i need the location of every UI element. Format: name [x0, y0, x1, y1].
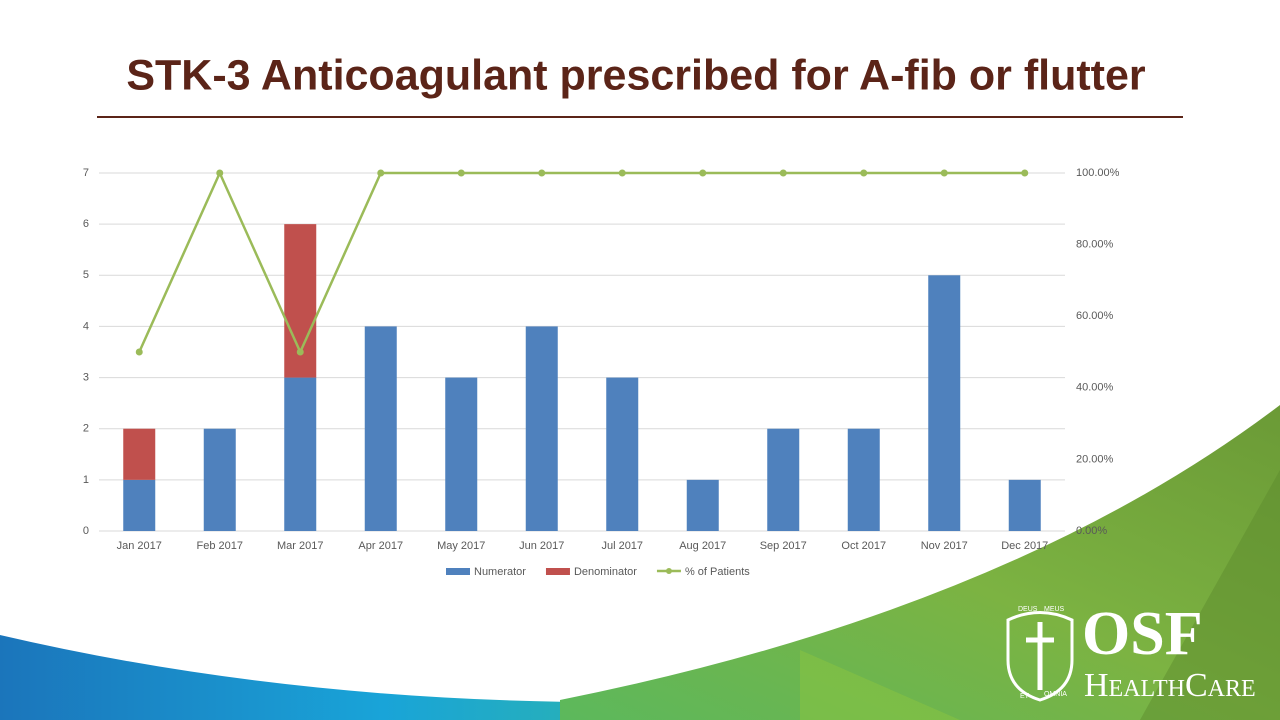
- y-tick-label: 3: [83, 371, 89, 383]
- legend-label: % of Patients: [685, 566, 750, 578]
- y2-tick-label: 60.00%: [1076, 310, 1114, 322]
- line-point: [699, 169, 707, 177]
- bar: [847, 428, 880, 531]
- x-tick-label: Dec 2017: [1001, 540, 1048, 552]
- line-point: [377, 169, 385, 177]
- x-tick-label: May 2017: [437, 540, 485, 552]
- y-tick-label: 1: [83, 474, 89, 486]
- decor-facet: [1140, 470, 1280, 720]
- x-tick-label: Nov 2017: [921, 540, 968, 552]
- x-tick-label: Sep 2017: [760, 540, 807, 552]
- y2-tick-label: 80.00%: [1076, 239, 1114, 251]
- line-point: [135, 348, 143, 356]
- line-point: [1021, 169, 1029, 177]
- bar: [767, 428, 800, 531]
- x-tick-label: Mar 2017: [277, 540, 323, 552]
- line-point: [618, 169, 626, 177]
- legend: Numerator Denominator % of Patients: [446, 566, 750, 578]
- logo-sub: HealthCare: [1084, 667, 1256, 704]
- line-point: [940, 169, 948, 177]
- line-point: [779, 169, 787, 177]
- bar: [686, 479, 719, 531]
- slide-title: STK-3 Anticoagulant prescribed for A-fib…: [126, 51, 1146, 99]
- bar: [123, 479, 156, 531]
- bar: [364, 326, 397, 531]
- bar: [445, 377, 478, 531]
- logo: DEUS MEUS ET OMNIA OSF HealthCare: [1006, 600, 1256, 704]
- plot: 0 1 2 3 4 5 6 7 0.00% 20.00% 40.00% 60.00% 80.00% 100…: [83, 167, 1120, 552]
- x-tick-label: Feb 2017: [197, 540, 243, 552]
- legend-swatch: [545, 568, 570, 575]
- bar: [928, 275, 961, 531]
- y2-tick-label: 40.00%: [1076, 382, 1114, 394]
- logo-motto: MEUS: [1044, 606, 1065, 613]
- x-tick-label: Jul 2017: [601, 540, 643, 552]
- y-tick-label: 7: [83, 167, 89, 179]
- x-tick-label: Jun 2017: [519, 540, 564, 552]
- line-point: [860, 169, 868, 177]
- decor-blue: [0, 635, 640, 720]
- x-tick-label: Aug 2017: [679, 540, 726, 552]
- logo-crest: [1006, 611, 1074, 702]
- logo-motto: OMNIA: [1044, 691, 1067, 698]
- logo-motto: DEUS: [1018, 606, 1038, 613]
- legend-swatch: [446, 568, 470, 575]
- y2-tick-label: 0.00%: [1076, 525, 1107, 537]
- bar: [1008, 479, 1041, 531]
- logo-cross: [1026, 622, 1054, 690]
- legend-swatch: [665, 568, 672, 574]
- bar: [284, 377, 317, 531]
- logo-name: OSF: [1082, 600, 1203, 668]
- y-tick-label: 4: [83, 320, 89, 332]
- x-tick-label: Jan 2017: [117, 540, 162, 552]
- y2-tick-label: 100.00%: [1076, 167, 1120, 179]
- decor-facet: [800, 650, 960, 720]
- line-point: [538, 169, 546, 177]
- x-tick-label: Apr 2017: [358, 540, 403, 552]
- x-tick-label: Oct 2017: [841, 540, 886, 552]
- y-tick-label: 6: [83, 218, 89, 230]
- bar: [525, 326, 558, 531]
- line-point: [457, 169, 465, 177]
- y-tick-label: 5: [83, 269, 89, 281]
- legend-label: Numerator: [474, 566, 526, 578]
- line-point: [216, 169, 224, 177]
- y-tick-label: 0: [83, 525, 89, 537]
- bar: [203, 428, 236, 531]
- logo-motto: ET: [1020, 693, 1030, 700]
- bar: [606, 377, 639, 531]
- line: [138, 169, 1025, 356]
- legend-label: Denominator: [574, 566, 637, 578]
- line-point: [296, 348, 304, 356]
- bar: [123, 428, 156, 480]
- y-tick-label: 2: [83, 423, 89, 435]
- y2-tick-label: 20.00%: [1076, 453, 1114, 465]
- decor-green: [560, 405, 1280, 720]
